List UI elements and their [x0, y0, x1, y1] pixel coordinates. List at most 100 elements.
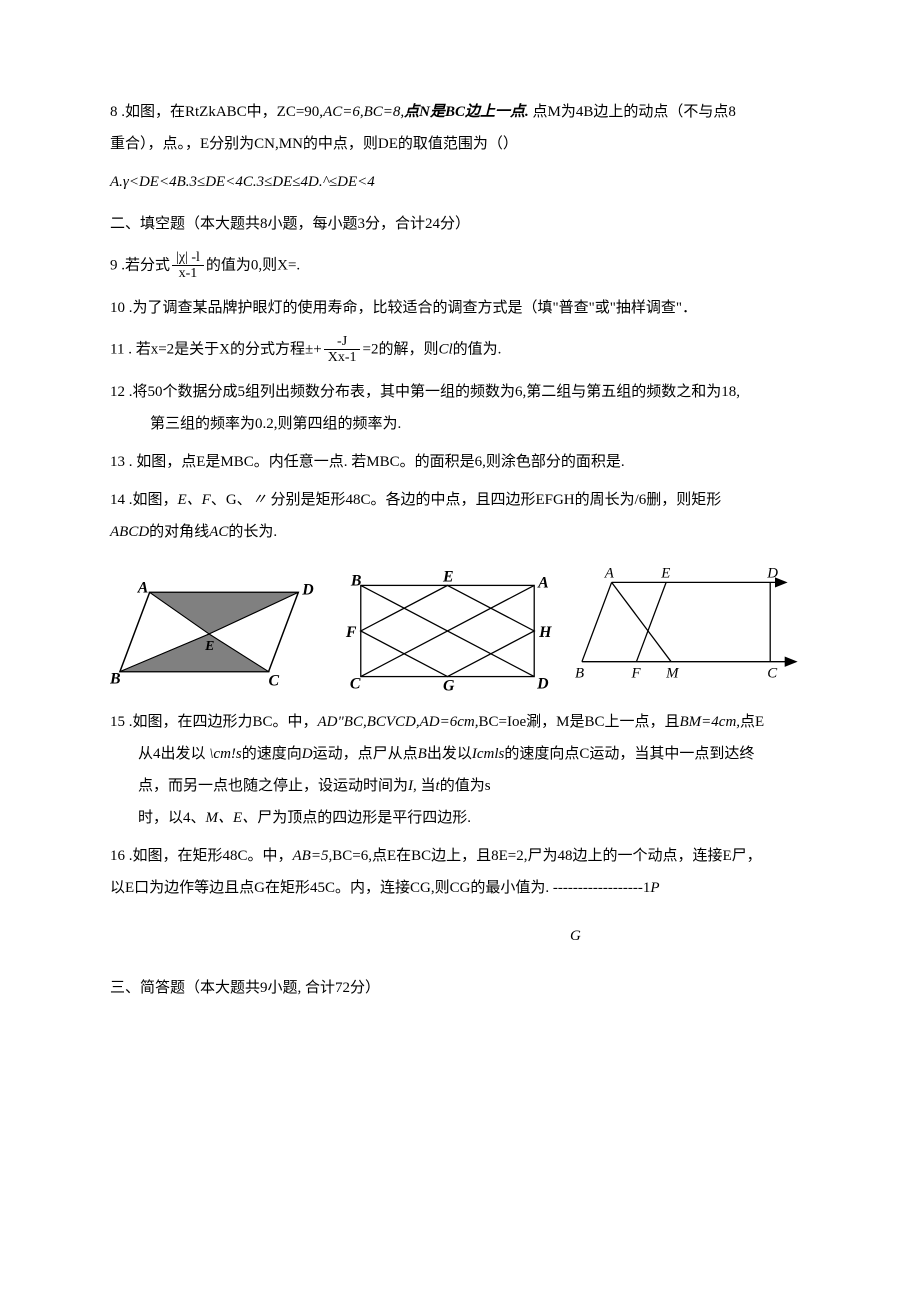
- q16-g-label: G: [570, 928, 581, 944]
- q15-line3: 点，而另一点也随之停止，设运动时间为I, 当t的值为s: [110, 774, 810, 798]
- q14-e: 分别是矩形48C。各边的中点，且四边形EFGH的周长为/6删，则矩形: [267, 492, 722, 508]
- d1-label-A: A: [137, 579, 149, 596]
- d2-label-E: E: [442, 568, 454, 585]
- q9-num: 9: [110, 257, 118, 273]
- d1-label-D: D: [301, 581, 314, 598]
- q14-line2: ABCD的对角线AC的长为.: [110, 520, 810, 544]
- q9-frac-num: |χ| -l: [172, 250, 204, 266]
- q12-line2: 第三组的频率为0.2,则第四组的频率为.: [110, 412, 810, 436]
- q16-line1: 16 .如图，在矩形48C。中，AB=5,BC=6,点E在BC边上，且8E=2,…: [110, 844, 810, 868]
- q15-l2g: 出发以: [427, 746, 472, 762]
- q8-text-b: AC=6,BC=8,: [323, 104, 404, 120]
- q16-line2: 以E口为边作等边且点G在矩形45C。内，连接CG,则CG的最小值为. -----…: [110, 876, 810, 900]
- q9-post: 的值为0,则X=.: [206, 257, 300, 273]
- d1-label-E: E: [204, 638, 214, 653]
- q14-l2b: 的对角线: [149, 524, 209, 540]
- d1-label-B: B: [110, 670, 121, 687]
- d2-label-C: C: [350, 675, 361, 692]
- q12-num: 12: [110, 384, 125, 400]
- q8-line2: 重合），点。，E分别为CN,MN的中点，则DE的取值范围为（）: [110, 132, 810, 156]
- q15-l3b: I,: [408, 778, 417, 794]
- q14: 14 .如图，E、F、G、〃 分别是矩形48C。各边的中点，且四边形EFGH的周…: [110, 488, 810, 544]
- q12-line1: 12 .将50个数据分成5组列出频数分布表，其中第一组的频数为6,第二组与第五组…: [110, 380, 810, 404]
- q16: 16 .如图，在矩形48C。中，AB=5,BC=6,点E在BC边上，且8E=2,…: [110, 844, 810, 948]
- d3-label-D: D: [766, 565, 778, 581]
- q10-text: .为了调查某品牌护眼灯的使用寿命，比较适合的调查方式是（填"普查"或"抽样调查"…: [125, 300, 697, 316]
- d2-label-A: A: [537, 574, 549, 591]
- section-2-title: 二、填空题（本大题共8小题，每小题3分，合计24分）: [110, 212, 810, 236]
- q16-l1b: AB=5,: [293, 848, 333, 864]
- q13-text: . 如图，点E是MBC。内任意一点. 若MBC。的面积是6,则涂色部分的面积是.: [125, 454, 625, 470]
- q9: 9 .若分式|χ| -lx-1的值为0,则X=.: [110, 250, 810, 282]
- q15-l1e: 点E: [740, 714, 764, 730]
- diagram-1: A D B C E: [110, 572, 318, 692]
- q15-l3c: 当: [417, 778, 436, 794]
- q9-pre: .若分式: [118, 257, 171, 273]
- q11: 11 . 若x=2是关于X的分式方程±+-JXx-1=2的解，则Cl的值为.: [110, 334, 810, 366]
- q11-frac-num: -J: [324, 334, 361, 350]
- q8-text-c: 点N是BC边上一点.: [404, 104, 529, 120]
- d2-label-B: B: [350, 572, 362, 589]
- q14-c: 、G、: [211, 492, 252, 508]
- q15-l2a: 从4出发以: [138, 746, 209, 762]
- q14-b: E、F: [178, 492, 211, 508]
- d3-label-C: C: [767, 665, 778, 681]
- d3-label-B: B: [575, 665, 584, 681]
- q16-l1a: .如图，在矩形48C。中，: [125, 848, 293, 864]
- q9-frac-den: x-1: [172, 266, 204, 281]
- q14-d: 〃: [252, 492, 267, 508]
- q15: 15 .如图，在四边形力BC。中，AD"BC,BCVCD,AD=6cm,BC=I…: [110, 710, 810, 830]
- diagram-row: A D B C E B E A F H C: [110, 562, 810, 692]
- q11-a: . 若x=2是关于X的分式方程±+: [124, 341, 321, 357]
- q16-l2b: P: [650, 880, 659, 896]
- q12-text1: .将50个数据分成5组列出频数分布表，其中第一组的频数为6,第二组与第五组的频数…: [125, 384, 740, 400]
- q8-text-d: 点M为4B边上的动点（不与点8: [529, 104, 736, 120]
- q10: 10 .为了调查某品牌护眼灯的使用寿命，比较适合的调查方式是（填"普查"或"抽样…: [110, 296, 810, 320]
- q15-l4b: M、E、: [206, 810, 258, 826]
- q14-l2d: 的长为.: [228, 524, 277, 540]
- q15-l3e: 的值为s: [440, 778, 491, 794]
- q15-l1a: .如图，在四边形力BC。中，: [125, 714, 318, 730]
- q14-num: 14: [110, 492, 125, 508]
- q15-line2: 从4出发以 \cm!s的速度向D运动，点尸从点B出发以Icmls的速度向点C运动…: [110, 742, 810, 766]
- d2-label-G: G: [443, 677, 455, 692]
- q8-text-a: .如图，在RtZkABC中，ZC=90,: [118, 104, 324, 120]
- q14-l2c: AC: [209, 524, 228, 540]
- d3-label-M: M: [665, 665, 680, 681]
- d3-label-F: F: [631, 665, 642, 681]
- q11-d: 的值为.: [453, 341, 502, 357]
- q10-num: 10: [110, 300, 125, 316]
- q16-l2a: 以E口为边作等边且点G在矩形45C。内，连接CG,则CG的最小值为. -----…: [110, 880, 650, 896]
- q11-num: 11: [110, 341, 124, 357]
- diagram-2: B E A F H C G D: [336, 567, 554, 692]
- q16-l1c: BC=6,点E在BC边上，且8E=2,尸为48边上的一个动点，连接E尸，: [332, 848, 761, 864]
- q15-l4c: 尸为顶点的四边形是平行四边形.: [257, 810, 471, 826]
- d2-label-D: D: [536, 675, 549, 692]
- q11-frac: -JXx-1: [324, 334, 361, 366]
- q13-num: 13: [110, 454, 125, 470]
- q15-line4: 时，以4、M、E、尸为顶点的四边形是平行四边形.: [110, 806, 810, 830]
- q15-l1c: BC=Ioe涮，M是BC上一点，且: [479, 714, 680, 730]
- d3-label-A: A: [604, 565, 615, 581]
- q8-num: 8: [110, 104, 118, 120]
- q15-l3a: 点，而另一点也随之停止，设运动时间为: [138, 778, 408, 794]
- q16-num: 16: [110, 848, 125, 864]
- q15-l2c: 的速度向: [242, 746, 302, 762]
- q15-l4a: 时，以4、: [138, 810, 206, 826]
- page: 8 .如图，在RtZkABC中，ZC=90,AC=6,BC=8,点N是BC边上一…: [0, 0, 920, 1074]
- d3-label-E: E: [660, 565, 670, 581]
- q15-l2d: D: [302, 746, 313, 762]
- q11-frac-den: Xx-1: [324, 350, 361, 365]
- q8-choices-text: A.γ<DE<4B.3≤DE<4C.3≤DE≤4D.^≤DE<4: [110, 174, 375, 190]
- q11-c: Cl: [438, 341, 452, 357]
- q15-l2e: 运动，点尸从点: [313, 746, 418, 762]
- q9-frac: |χ| -lx-1: [172, 250, 204, 282]
- q15-l1b: AD"BC,BCVCD,AD=6cm,: [318, 714, 479, 730]
- diagram-3: A E D B F M C: [572, 562, 810, 692]
- q12: 12 .将50个数据分成5组列出频数分布表，其中第一组的频数为6,第二组与第五组…: [110, 380, 810, 436]
- q15-l2h: Icmls: [472, 746, 505, 762]
- d2-label-F: F: [345, 623, 357, 640]
- section-3-title: 三、简答题（本大题共9小题, 合计72分）: [110, 976, 810, 1000]
- q14-a: .如图，: [125, 492, 178, 508]
- d1-label-C: C: [269, 672, 280, 689]
